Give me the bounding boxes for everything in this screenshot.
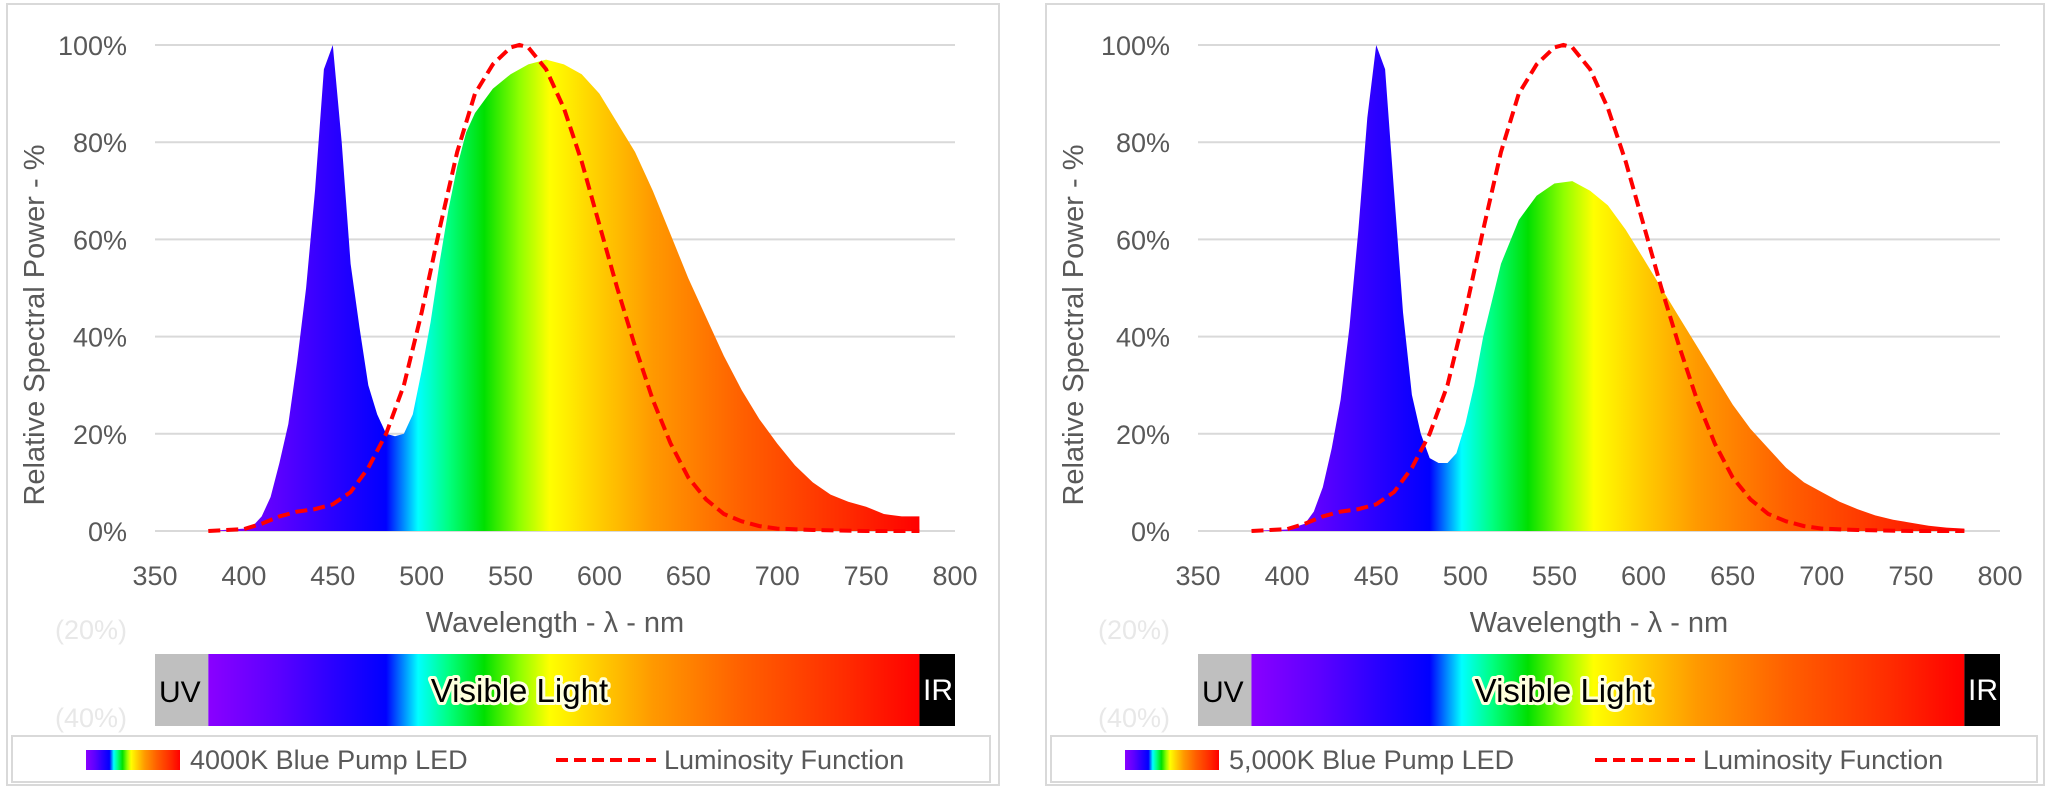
y-tick-label-faded: (40%)	[55, 703, 127, 733]
x-tick-label: 750	[844, 561, 889, 591]
legend-swatch-led	[86, 750, 180, 770]
luminosity-function-line	[208, 42, 920, 533]
chart-panel-5000k: 0% 20% 40% 60% 80% 100% (20%) (40%) 350 400 450 500…	[1045, 3, 2045, 786]
legend-label-luminosity: Luminosity Function	[664, 745, 904, 775]
x-tick-label: 550	[488, 561, 533, 591]
y-axis-title: Relative Spectral Power - %	[19, 144, 51, 505]
uv-label: UV	[159, 676, 201, 709]
visible-band	[208, 654, 920, 726]
y-tick-label: 0%	[88, 517, 127, 547]
ir-band	[1964, 654, 2000, 726]
uv-band	[1198, 654, 1252, 726]
y-tick-label: 80%	[1116, 128, 1170, 158]
chart-panel-4000k: 0% 20% 40% 60% 80% 100% (20%) (40%) 350 400 450 500…	[6, 3, 1000, 786]
x-tick-label: 550	[1532, 561, 1577, 591]
y-tick-label-faded: (20%)	[55, 615, 127, 645]
x-tick-label: 450	[310, 561, 355, 591]
x-axis-title: Wavelength - λ - nm	[426, 607, 684, 639]
legend-label-led: 4000K Blue Pump LED	[190, 745, 468, 775]
x-tick-label: 750	[1888, 561, 1933, 591]
legend-label-luminosity: Luminosity Function	[1703, 745, 1943, 775]
x-tick-label: 700	[1799, 561, 1844, 591]
x-tick-label: 600	[1621, 561, 1666, 591]
led-spectrum-area	[208, 45, 920, 531]
led-spectrum-area	[1251, 45, 1965, 531]
y-tick-label: 40%	[73, 323, 127, 353]
y-tick-label: 20%	[73, 420, 127, 450]
y-tick-label: 60%	[1116, 225, 1170, 255]
legend-swatch-led	[1125, 750, 1219, 770]
y-tick-label: 100%	[1101, 31, 1170, 61]
x-tick-label: 350	[132, 561, 177, 591]
ir-band	[919, 654, 955, 726]
uv-band	[155, 654, 209, 726]
x-tick-label: 650	[1710, 561, 1755, 591]
x-tick-label: 650	[666, 561, 711, 591]
y-tick-label: 40%	[1116, 323, 1170, 353]
x-tick-label: 800	[932, 561, 977, 591]
chart-4000k: 0% 20% 40% 60% 80% 100% (20%) (40%) 350 400 450 500…	[11, 31, 991, 783]
visible-light-label: Visible Light	[431, 672, 608, 709]
x-tick-label: 400	[1265, 561, 1310, 591]
y-tick-label: 0%	[1131, 517, 1170, 547]
ir-label: IR	[923, 674, 953, 707]
y-tick-label: 80%	[73, 128, 127, 158]
uv-label: UV	[1202, 676, 1244, 709]
y-tick-label-faded: (20%)	[1098, 615, 1170, 645]
x-tick-label: 600	[577, 561, 622, 591]
visible-band	[1251, 654, 1965, 726]
legend-label-led: 5,000K Blue Pump LED	[1229, 745, 1514, 775]
y-tick-label: 100%	[58, 31, 127, 61]
visible-light-label: Visible Light	[1475, 672, 1652, 709]
y-tick-label: 60%	[73, 225, 127, 255]
x-axis-title: Wavelength - λ - nm	[1470, 607, 1728, 639]
ir-label: IR	[1968, 674, 1998, 707]
x-tick-label: 500	[399, 561, 444, 591]
x-tick-label: 500	[1443, 561, 1488, 591]
y-axis-title: Relative Spectral Power - %	[1058, 144, 1090, 505]
chart-5000k: 0% 20% 40% 60% 80% 100% (20%) (40%) 350 400 450 500…	[1050, 31, 2038, 783]
x-tick-label: 700	[755, 561, 800, 591]
x-tick-label: 450	[1354, 561, 1399, 591]
x-tick-label: 350	[1175, 561, 1220, 591]
y-tick-label-faded: (40%)	[1098, 703, 1170, 733]
x-tick-label: 800	[1977, 561, 2022, 591]
y-tick-label: 20%	[1116, 420, 1170, 450]
x-tick-label: 400	[221, 561, 266, 591]
